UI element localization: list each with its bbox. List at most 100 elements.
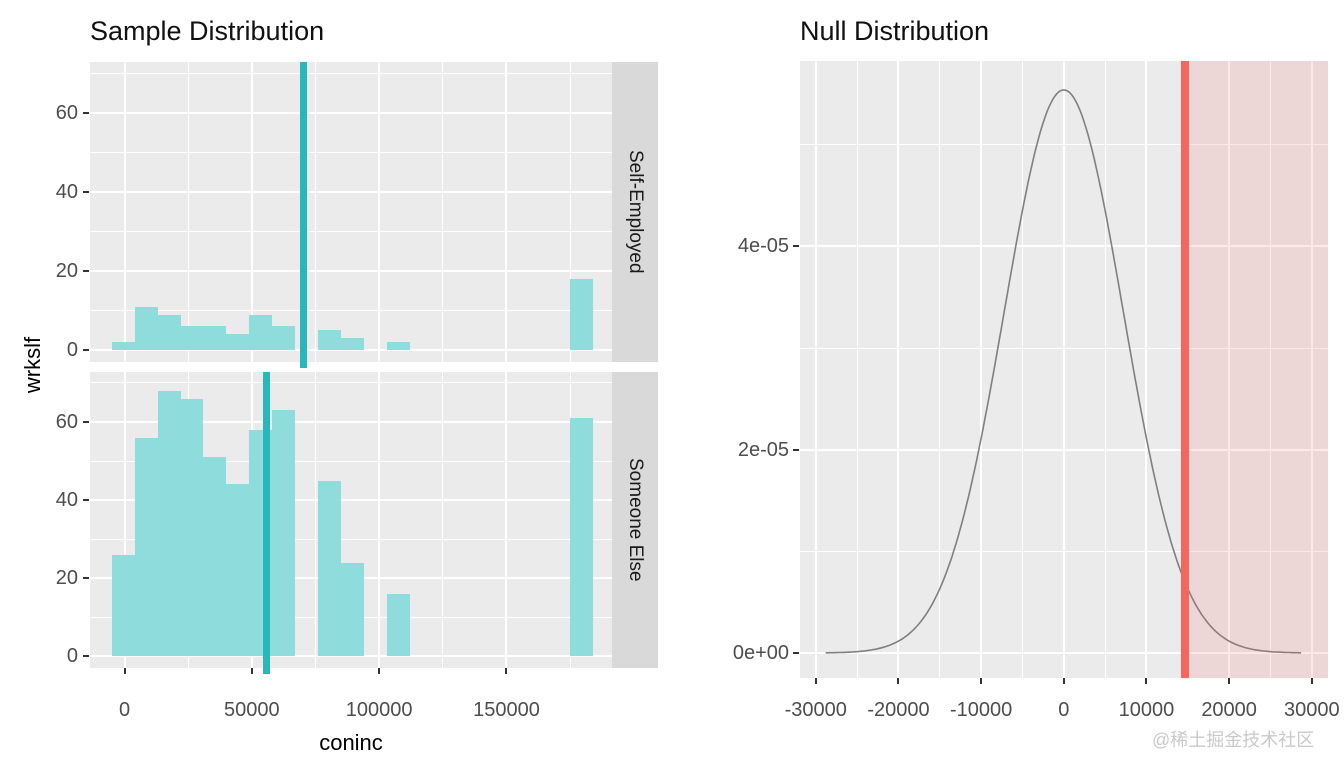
x-tick-label: -20000 (867, 699, 930, 721)
histogram-bar (570, 278, 594, 351)
gridline-minor-y (90, 72, 612, 74)
y-axis-title-wrkslf: wrkslf (20, 336, 45, 394)
histogram-bar (386, 593, 410, 657)
y-tick-label: 60 (55, 101, 78, 124)
gridline-major-y (90, 190, 612, 193)
x-axis-title-coninc: coninc (319, 730, 383, 755)
gridline-minor-x (1269, 61, 1271, 678)
y-tick-label: 60 (55, 410, 78, 433)
gridline-major-x (1310, 61, 1313, 678)
density-curve-svg (825, 89, 1302, 654)
gridline-minor-x (442, 372, 444, 668)
axis-tick-mark (793, 245, 799, 248)
axis-tick-mark (123, 668, 126, 674)
gridline-major-x (1228, 61, 1231, 678)
y-tick-label: 4e-05 (737, 235, 789, 258)
gridline-minor-x (856, 61, 858, 678)
gridline-minor-y (90, 230, 612, 232)
y-tick-label: 0 (66, 339, 78, 362)
histogram-bar (203, 326, 227, 351)
histogram-bar (157, 314, 181, 351)
x-tick-label: 10000 (1118, 699, 1175, 721)
gridline-major-x (378, 62, 381, 362)
histogram-bar (272, 410, 296, 657)
histogram-bar (226, 484, 250, 657)
histogram-bar (157, 390, 181, 657)
axis-tick-mark (1228, 678, 1231, 684)
mean-line (262, 372, 270, 674)
axis-tick-mark (505, 668, 508, 674)
axis-tick-mark (793, 651, 799, 654)
gridline-minor-x (315, 62, 316, 362)
axis-tick-mark (250, 668, 253, 674)
axis-tick-mark (1062, 678, 1065, 684)
gridline-minor-x (315, 372, 316, 668)
x-tick-label: 100000 (345, 699, 413, 721)
histogram-bar (386, 342, 410, 351)
axis-tick-mark (83, 420, 89, 423)
axis-tick-mark (378, 668, 381, 674)
axis-tick-mark (1310, 678, 1313, 684)
x-tick-label: -30000 (784, 699, 847, 721)
x-tick-label: 50000 (224, 699, 280, 721)
histogram-bar (570, 418, 594, 657)
histogram-bar (226, 334, 250, 351)
gridline-minor-x (1021, 61, 1023, 678)
gridline-minor-x (569, 62, 571, 362)
histogram-bar (180, 398, 204, 657)
y-tick-label: 0 (66, 645, 78, 668)
gridline-minor-y (90, 538, 612, 540)
axis-tick-mark (897, 678, 900, 684)
x-tick-label: 30000 (1283, 699, 1340, 721)
p-value-shade (1185, 61, 1328, 678)
facet-strip-label: Self-Employed (625, 150, 646, 274)
y-tick-label: 40 (55, 489, 78, 512)
gridline-major-x (1062, 61, 1065, 678)
histogram-bar (340, 338, 364, 351)
histogram-bar (203, 457, 227, 657)
gridline-minor-y (90, 382, 612, 384)
gridline-major-x (123, 62, 126, 362)
x-tick-label: -10000 (949, 699, 1013, 721)
gridline-major-x (1145, 61, 1148, 678)
axis-tick-mark (980, 678, 983, 684)
gridline-major-y (90, 349, 612, 352)
gridline-major-y (90, 420, 612, 423)
histogram-bar (134, 306, 158, 351)
density-curve (825, 89, 1302, 654)
axis-tick-mark (83, 190, 89, 193)
x-tick-label: 0 (118, 699, 131, 721)
cutoff-line (1181, 61, 1190, 678)
facet-strip: Self-Employed (612, 62, 658, 362)
histogram-bar (249, 314, 273, 351)
y-tick-label: 40 (55, 180, 78, 203)
gridline-minor-x (1104, 61, 1106, 678)
histogram-bar (180, 326, 204, 351)
axis-tick-mark (83, 499, 89, 502)
gridline-major-x (123, 372, 126, 668)
axis-tick-mark (1145, 678, 1148, 684)
x-tick-label: 20000 (1201, 699, 1257, 721)
gridline-major-x (250, 62, 253, 362)
gridline-minor-x (187, 62, 189, 362)
gridline-minor-y (90, 460, 612, 462)
facet-strip: Someone Else (612, 372, 658, 668)
y-tick-label: 2e-05 (737, 438, 789, 461)
gridline-major-x (505, 372, 508, 668)
axis-tick-mark (83, 269, 89, 272)
gridline-major-x (980, 61, 983, 678)
gridline-minor-y (90, 151, 612, 153)
gridline-major-x (814, 61, 817, 678)
axis-tick-mark (83, 655, 89, 658)
histogram-bar (318, 330, 341, 351)
watermark: @稀土掘金技术社区 (1152, 730, 1315, 750)
y-tick-label: 0e+00 (732, 641, 789, 664)
gridline-major-y (90, 269, 612, 272)
y-tick-label: 20 (55, 259, 78, 282)
histogram-bar (111, 554, 135, 657)
axis-tick-mark (814, 678, 817, 684)
gridline-major-x (378, 372, 381, 668)
right-chart-title: Null Distribution (800, 16, 990, 46)
histogram-bar (318, 480, 341, 657)
